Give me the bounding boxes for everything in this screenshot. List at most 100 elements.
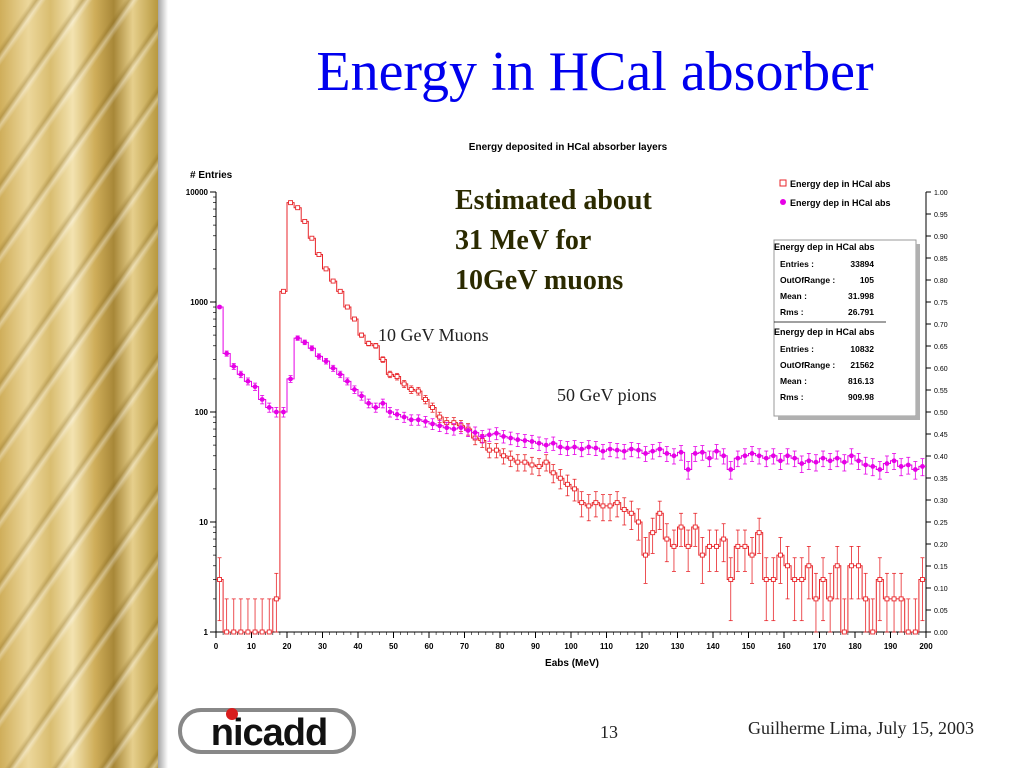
data-point [785,563,790,569]
y2-tick-label: 1.00 [934,190,948,197]
data-point [316,354,322,359]
y2-tick-label: 0.45 [934,432,948,439]
data-point [543,459,549,465]
data-point [870,629,876,635]
data-point [245,378,251,384]
data-point [707,543,712,549]
data-point [664,451,670,456]
x-tick-label: 190 [884,642,898,651]
x-tick-label: 110 [600,642,613,651]
data-point [408,417,414,423]
data-point [877,467,883,472]
data-point [749,552,755,558]
data-point [394,374,400,380]
data-point [735,543,741,549]
y2-tick-label: 0.75 [934,300,948,307]
data-point [884,461,890,466]
data-point [898,596,904,602]
data-point [337,371,343,377]
x-tick-label: 70 [460,642,469,651]
pions-annotation: 50 GeV pions [557,385,657,405]
y2-tick-label: 0.40 [934,454,948,461]
data-point [309,235,315,241]
data-point [742,543,748,549]
y2-tick-label: 0.65 [934,344,948,351]
y-axis-label: # Entries [190,170,233,181]
data-point [841,629,847,635]
data-point [671,453,677,459]
data-point [863,596,869,602]
data-point [678,449,684,455]
data-point [728,577,734,582]
y2-tick-label: 0.30 [934,498,948,505]
data-point [217,304,222,310]
data-point [415,417,421,423]
stats-value: 31.998 [848,291,874,301]
x-tick-label: 50 [389,642,398,651]
y-tick-label: 1000 [190,298,208,307]
data-point [266,629,272,635]
data-point [437,423,443,429]
data-point [323,266,329,272]
data-point [714,448,719,454]
y2-tick-label: 0.70 [934,322,948,329]
data-point [721,536,727,542]
data-point [614,500,620,506]
data-point [387,371,393,377]
data-point [565,481,570,487]
data-point [259,397,265,402]
data-point [238,629,244,635]
data-point [366,400,372,406]
data-point [593,445,599,451]
legend-label: Energy dep in HCal abs [790,198,891,208]
stats-box: Energy dep in HCal abs Entries : 33894 OutO… [773,239,920,420]
data-point [600,503,606,509]
data-point [905,462,911,468]
data-point [288,200,294,206]
x-tick-label: 130 [671,642,685,651]
data-point [550,440,556,446]
data-point [799,577,805,582]
data-point [813,596,819,602]
data-point [912,467,918,472]
data-point [302,339,308,345]
data-point [785,453,790,459]
data-point [678,524,684,530]
stats-label: Entries : [780,344,814,354]
nicadd-logo: nicadd [178,708,360,760]
data-point [600,448,606,454]
data-point [664,536,670,542]
decorative-side-border [0,0,158,768]
data-point [877,577,883,582]
data-point [465,428,471,433]
stats-label: Rms : [780,307,804,317]
stats-panel [773,239,917,417]
data-point [280,288,286,294]
stats-label: Rms : [780,392,804,402]
data-point [501,453,506,459]
data-point [415,388,421,394]
stats-value: 10832 [850,344,874,354]
data-point [266,405,272,410]
data-point [479,434,485,439]
data-point [742,453,748,459]
x-tick-label: 170 [813,642,827,651]
data-point [692,524,698,530]
y2-tick-label: 0.80 [934,278,948,285]
slide-title: Energy in HCal absorber [316,41,874,103]
y2-tick-label: 0.10 [934,586,948,593]
data-point [380,400,386,406]
y2-tick-label: 0.60 [934,366,948,373]
stats-value: 33894 [850,259,874,269]
data-point [650,448,656,454]
data-point [550,470,556,476]
data-point [501,434,506,439]
border-shadow [158,0,168,768]
stats-value: 26.791 [848,307,874,317]
data-point [692,451,698,456]
data-point [224,351,230,356]
data-point [607,503,613,509]
data-point [643,451,648,456]
data-point [316,252,322,257]
y2-tick-label: 0.15 [934,564,948,571]
